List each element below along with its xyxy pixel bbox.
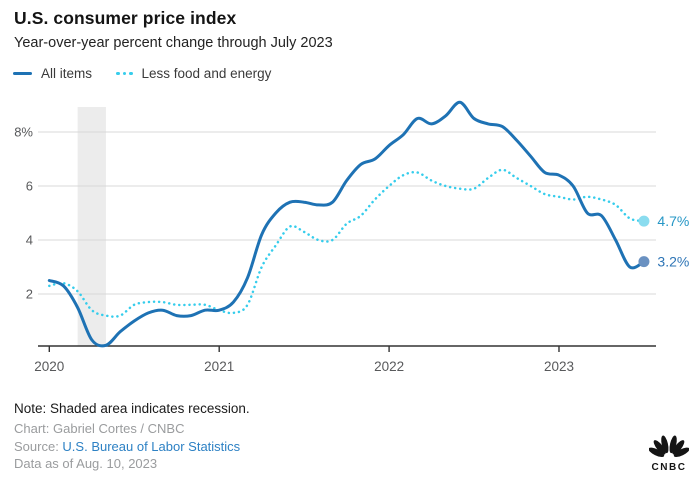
legend-item-all-items: All items bbox=[13, 66, 92, 81]
cnbc-logo: CNBC bbox=[646, 433, 692, 473]
end-label-less-food-and-energy: 4.7% bbox=[657, 213, 689, 229]
x-tick-label: 2023 bbox=[544, 359, 574, 374]
source-label: Source: bbox=[14, 438, 63, 454]
y-tick-label: 4 bbox=[26, 233, 33, 248]
x-tick-label: 2020 bbox=[34, 359, 64, 374]
legend-label: Less food and energy bbox=[141, 66, 272, 81]
chart-credit: Chart: Gabriel Cortes / CNBC bbox=[14, 421, 185, 436]
y-tick-label: 6 bbox=[26, 179, 33, 194]
series-line-all-items bbox=[47, 100, 646, 348]
y-tick-label: 2 bbox=[26, 287, 33, 302]
less-food-and-energy-swatch bbox=[116, 71, 133, 76]
y-tick-label: 8% bbox=[14, 125, 33, 140]
data-as-of: Data as of Aug. 10, 2023 bbox=[14, 456, 158, 471]
source-line: Source: U.S. Bureau of Labor Statistics bbox=[14, 438, 240, 456]
recession-band bbox=[77, 107, 106, 346]
all-items-swatch bbox=[13, 72, 32, 75]
chart-note: Note: Shaded area indicates recession. bbox=[14, 401, 250, 416]
source-link[interactable]: U.S. Bureau of Labor Statistics bbox=[62, 438, 241, 454]
cnbc-peacock-icon bbox=[648, 435, 690, 457]
legend-label: All items bbox=[41, 66, 93, 81]
cpi-chart: 2 4 6 8% 2020 2021 2022 2023 4.7% 3.2% bbox=[14, 100, 689, 374]
x-tick-label: 2022 bbox=[374, 359, 404, 374]
legend: All items Less food and energy bbox=[13, 66, 271, 81]
series-line-less-food-and-energy bbox=[48, 168, 646, 318]
end-dot-all-items bbox=[638, 256, 650, 268]
legend-item-less-food-and-energy: Less food and energy bbox=[116, 66, 271, 81]
page-title: U.S. consumer price index bbox=[14, 8, 237, 28]
chart-subtitle: Year-over-year percent change through Ju… bbox=[14, 35, 333, 51]
end-label-all-items: 3.2% bbox=[657, 254, 689, 270]
credits-block: Chart: Gabriel Cortes / CNBC Source: U.S… bbox=[14, 420, 240, 473]
x-tick-label: 2021 bbox=[204, 359, 234, 374]
cnbc-logo-text: CNBC bbox=[651, 462, 687, 473]
end-dot-less-food-and-energy bbox=[638, 215, 650, 227]
